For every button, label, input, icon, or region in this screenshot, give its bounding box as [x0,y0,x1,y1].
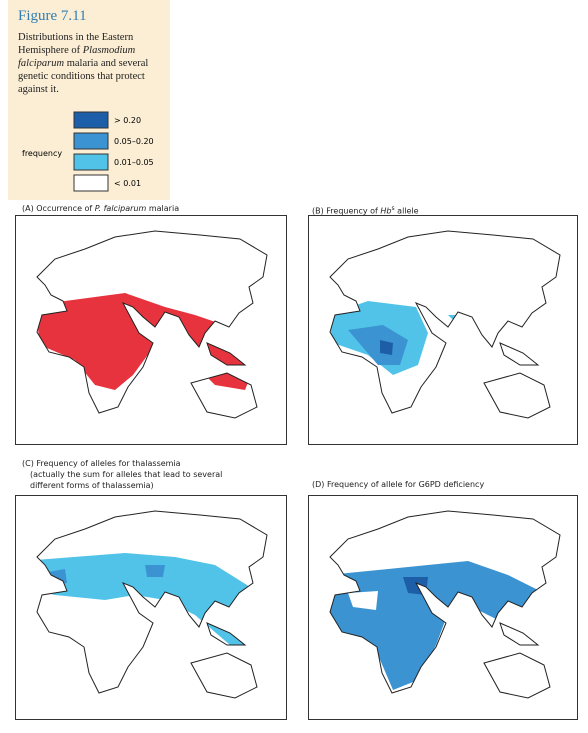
map-shape [15,495,287,720]
figure-title: Figure 7.11 [18,8,87,24]
legend-swatch [73,132,109,150]
map-shape [330,301,458,375]
map-shape [330,561,548,690]
legend: frequency > 0.20 0.05–0.20 0.01–0.05 < 0.01 [22,111,154,192]
t: P. falciparum [94,204,147,213]
legend-label: > 0.20 [114,116,141,125]
t: (D) Frequency of allele for G6PD deficie… [312,480,485,489]
t: allele [394,206,419,216]
legend-label: 0.05–0.20 [114,137,154,146]
map-shape [37,553,255,655]
t: different forms of thalassemia) [30,481,154,490]
panel-title: (D) Frequency of allele for G6PD deficie… [312,479,484,490]
t: (B) Frequency of [312,206,381,216]
legend-swatch [73,153,109,171]
legend-swatch [73,174,109,192]
sidebar: Figure 7.11 Distributions in the Eastern… [8,0,170,200]
caption-text: malaria and several genetic conditions t… [18,58,149,95]
t: (actually the sum for alleles that lead … [30,470,223,479]
map-shape [348,591,378,610]
legend-label: 0.01–0.05 [114,158,154,167]
t: malaria [146,204,180,213]
caption-text: Distributions in the Eastern Hemisphere … [18,32,134,56]
panel-title: (B) Frequency of Hbs allele [312,203,419,217]
legend-swatch [73,111,109,129]
t: (C) Frequency of alleles for thalassemia [22,459,181,468]
legend-title: frequency [22,149,62,158]
map-d [308,495,578,720]
map-a [15,215,287,445]
panel-title: (A) Occurrence of P. falciparum malaria [22,203,179,214]
panel-title: (C) Frequency of alleles for thalassemia… [22,458,222,491]
t: (A) Occurrence of [22,204,95,213]
map-b [308,215,578,445]
t: s [391,205,395,212]
caption: Distributions in the Eastern Hemisphere … [18,31,160,96]
legend-label: < 0.01 [114,179,141,188]
map-shape [348,325,408,365]
map-c [15,495,287,720]
t: Hb [380,206,392,216]
caption-italic: Plasmodium falciparum [18,45,136,69]
map-shape [380,340,393,355]
map-shape [330,561,548,690]
